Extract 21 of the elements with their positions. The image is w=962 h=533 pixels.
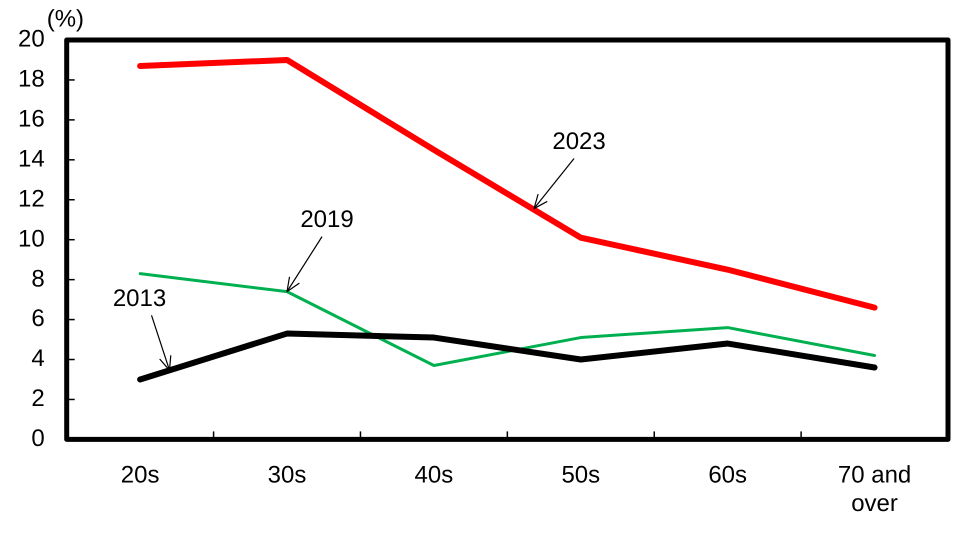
y-tick-label: 16 <box>18 106 45 133</box>
y-tick-label: 12 <box>18 185 45 212</box>
x-tick-label: 60s <box>708 461 748 488</box>
x-tick-label: 70 and over <box>838 461 912 518</box>
x-tick-label: 30s <box>268 461 306 488</box>
x-tick-label: 20s <box>120 461 160 488</box>
x-tick-label: 50s <box>561 461 600 488</box>
y-tick-label: 20 <box>18 26 45 53</box>
y-tick-label: 0 <box>31 425 45 452</box>
y-tick-label: 10 <box>18 225 45 252</box>
y-tick-label: 18 <box>18 66 45 93</box>
y-tick-label: 2 <box>31 385 45 412</box>
text: 2019 <box>300 206 354 234</box>
text: 2013 <box>112 284 166 312</box>
x-tick-label: 40s <box>414 461 454 488</box>
text: 2023 <box>552 128 606 156</box>
y-axis-title: (%) <box>46 6 84 33</box>
y-tick-label: 14 <box>18 145 45 172</box>
y-tick-label: 4 <box>31 345 45 372</box>
y-tick-label: 8 <box>31 265 45 292</box>
y-tick-label: 6 <box>31 305 45 332</box>
